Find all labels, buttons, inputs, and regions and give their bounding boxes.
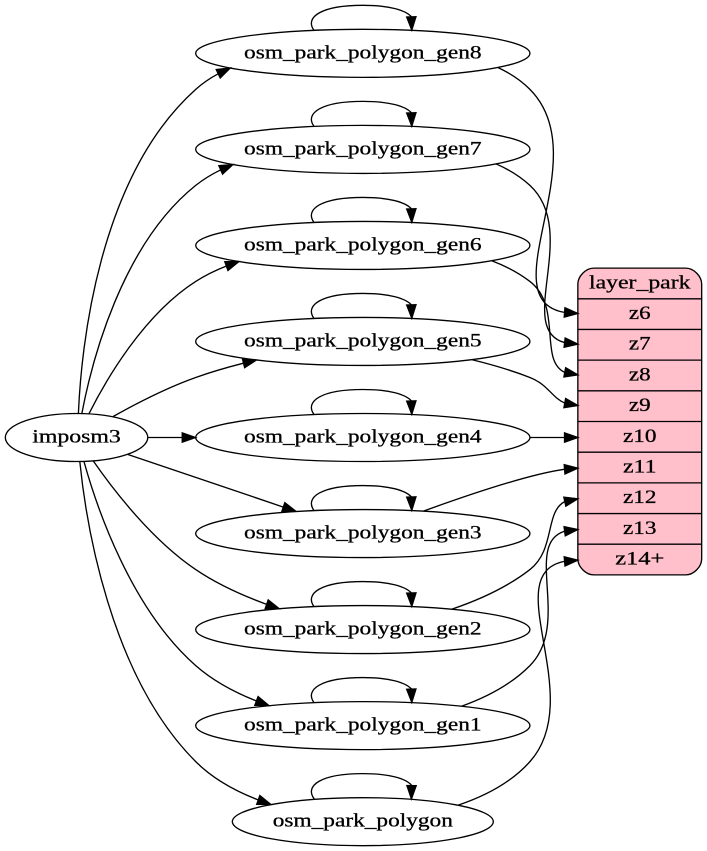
svg-text:osm_park_polygon_gen1: osm_park_polygon_gen1 bbox=[244, 715, 482, 736]
svg-text:layer_park: layer_park bbox=[589, 272, 691, 293]
svg-text:z6: z6 bbox=[629, 303, 651, 324]
svg-text:z11: z11 bbox=[623, 456, 657, 477]
svg-text:z9: z9 bbox=[629, 395, 651, 416]
svg-text:osm_park_polygon_gen2: osm_park_polygon_gen2 bbox=[244, 619, 482, 640]
svg-text:z13: z13 bbox=[623, 518, 657, 539]
svg-text:osm_park_polygon_gen6: osm_park_polygon_gen6 bbox=[244, 234, 482, 255]
svg-text:osm_park_polygon_gen7: osm_park_polygon_gen7 bbox=[244, 138, 482, 159]
svg-text:osm_park_polygon: osm_park_polygon bbox=[273, 811, 454, 832]
svg-text:osm_park_polygon_gen5: osm_park_polygon_gen5 bbox=[244, 330, 482, 351]
svg-text:z14+: z14+ bbox=[615, 548, 664, 569]
svg-text:z10: z10 bbox=[623, 426, 657, 447]
svg-text:z8: z8 bbox=[629, 364, 651, 385]
svg-text:osm_park_polygon_gen3: osm_park_polygon_gen3 bbox=[244, 522, 482, 543]
svg-text:z12: z12 bbox=[623, 487, 657, 508]
svg-text:osm_park_polygon_gen4: osm_park_polygon_gen4 bbox=[244, 426, 482, 447]
svg-text:osm_park_polygon_gen8: osm_park_polygon_gen8 bbox=[244, 42, 482, 63]
svg-text:z7: z7 bbox=[629, 334, 651, 355]
svg-text:imposm3: imposm3 bbox=[32, 426, 121, 447]
